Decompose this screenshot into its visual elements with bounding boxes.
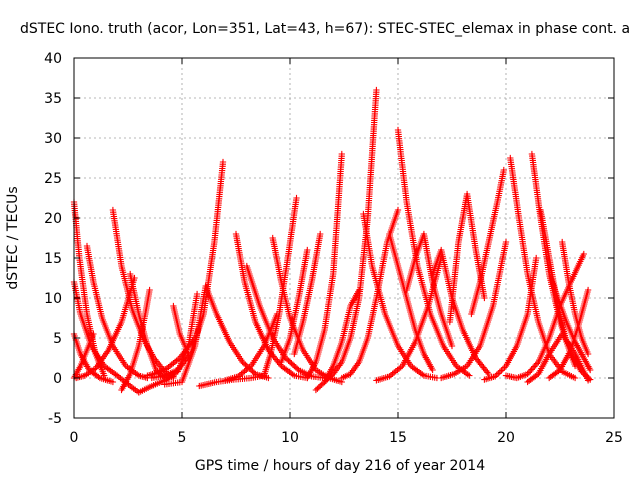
x-tick-label: 15 bbox=[389, 430, 407, 446]
data-series bbox=[70, 278, 142, 396]
data-series bbox=[429, 246, 492, 378]
data-series bbox=[70, 330, 97, 382]
data-series bbox=[321, 86, 380, 386]
data-series bbox=[360, 210, 441, 382]
x-tick-label: 10 bbox=[281, 430, 299, 446]
data-point bbox=[101, 372, 108, 379]
chart-title: dSTEC Iono. truth (acor, Lon=351, Lat=43… bbox=[20, 21, 630, 37]
data-point bbox=[466, 372, 473, 379]
data-point bbox=[219, 158, 227, 166]
data-series bbox=[304, 150, 345, 382]
y-tick-label: 5 bbox=[53, 331, 62, 347]
y-tick-label: 10 bbox=[44, 291, 62, 307]
data-point bbox=[109, 378, 117, 386]
x-tick-label: 20 bbox=[497, 430, 515, 446]
x-tick-label: 5 bbox=[178, 430, 187, 446]
data-point bbox=[90, 330, 97, 338]
data-point bbox=[304, 246, 311, 254]
x-tick-label: 0 bbox=[70, 430, 79, 446]
x-axis-label: GPS time / hours of day 216 of year 2014 bbox=[195, 458, 485, 474]
data-series bbox=[278, 246, 311, 366]
y-axis-label: dSTEC / TECUs bbox=[5, 186, 21, 289]
y-tick-label: 40 bbox=[44, 51, 62, 67]
y-tick-label: 20 bbox=[44, 211, 62, 227]
data-point bbox=[394, 206, 402, 214]
data-point bbox=[146, 286, 153, 294]
data-point bbox=[317, 230, 324, 238]
x-tick-label: 25 bbox=[605, 430, 623, 446]
y-tick-label: 25 bbox=[44, 171, 62, 187]
data-point bbox=[448, 342, 456, 350]
data-series bbox=[446, 190, 488, 326]
data-series bbox=[403, 230, 456, 350]
y-tick-label: 35 bbox=[44, 91, 62, 107]
data-series bbox=[338, 206, 402, 382]
y-tick-label: 30 bbox=[44, 131, 62, 147]
data-point bbox=[373, 86, 380, 94]
data-series bbox=[291, 230, 324, 358]
data-series bbox=[394, 126, 473, 379]
data-series bbox=[386, 230, 436, 374]
y-tick-label: 15 bbox=[44, 251, 62, 267]
data-series bbox=[222, 310, 281, 384]
data-point bbox=[293, 194, 300, 202]
data-point bbox=[429, 366, 436, 374]
data-series bbox=[118, 286, 153, 394]
data-point bbox=[338, 150, 345, 158]
y-tick-label: 0 bbox=[53, 371, 62, 387]
data-series bbox=[161, 282, 209, 388]
data-marks bbox=[70, 86, 594, 396]
data-point bbox=[193, 290, 201, 298]
y-tick-label: -5 bbox=[48, 411, 62, 427]
data-point bbox=[265, 374, 272, 382]
